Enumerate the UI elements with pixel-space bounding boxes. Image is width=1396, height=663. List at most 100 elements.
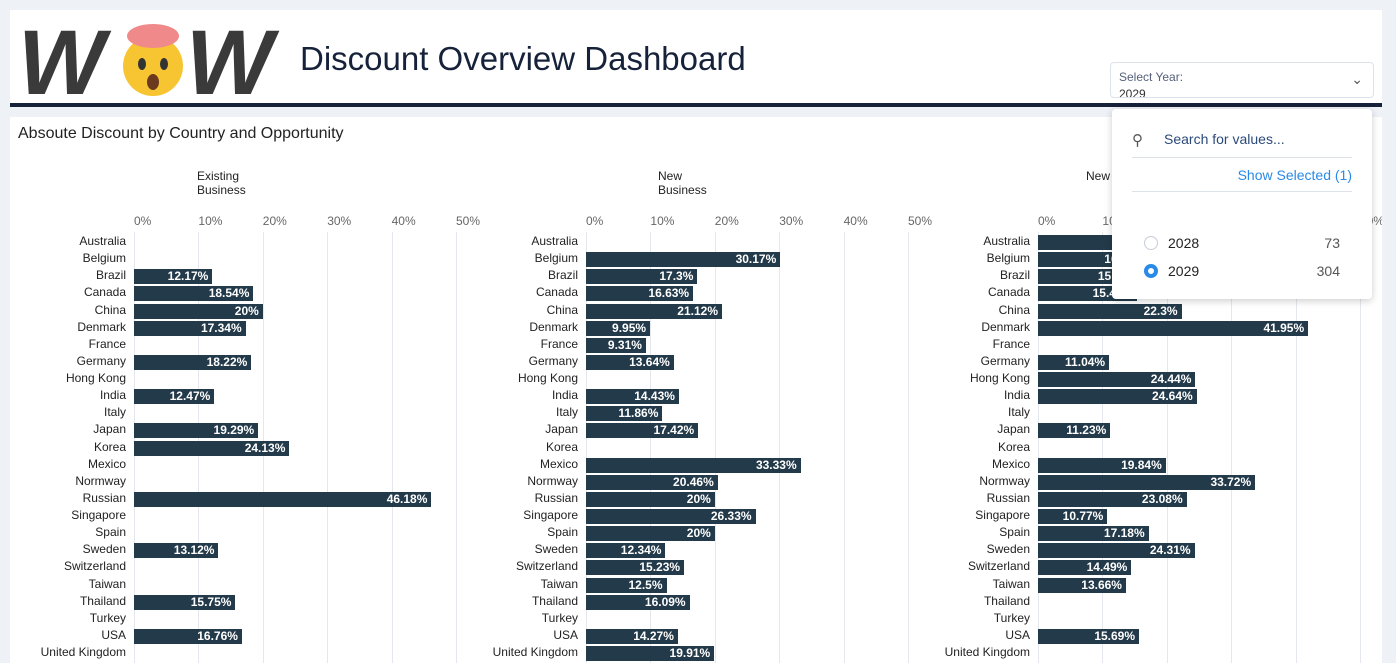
bar[interactable] <box>586 628 678 644</box>
category-label: Belgium <box>986 251 1030 266</box>
category-label: Denmark <box>981 319 1030 334</box>
bar[interactable] <box>134 628 242 644</box>
bar-value-label: 11.23% <box>1066 423 1107 438</box>
category-label: Hong Kong <box>969 371 1030 386</box>
bar-value-label: 17.3% <box>659 269 694 284</box>
bar[interactable] <box>134 491 432 507</box>
bar[interactable] <box>586 354 674 370</box>
category-label: France <box>88 336 126 351</box>
bar[interactable] <box>1038 303 1182 319</box>
bar[interactable] <box>586 286 694 302</box>
bar-value-label: 20% <box>234 303 259 318</box>
category-label: Italy <box>1007 405 1030 420</box>
category-label: Canada <box>535 285 578 300</box>
year-select-label: Select Year: <box>1119 70 1184 84</box>
bar[interactable] <box>586 526 715 542</box>
bar[interactable] <box>134 354 252 370</box>
x-tick-label: 40% <box>391 214 416 228</box>
gridline <box>908 232 909 663</box>
bar-value-label: 23.08% <box>1141 491 1183 506</box>
category-label: Normway <box>527 473 578 488</box>
bar-value-label: 15.23% <box>639 560 681 575</box>
bar-value-label: 12.47% <box>169 389 211 404</box>
bar[interactable] <box>586 406 663 422</box>
bar[interactable] <box>1038 526 1149 542</box>
bar[interactable] <box>586 269 698 285</box>
bar[interactable] <box>1038 560 1132 576</box>
option-count: 73 <box>1324 235 1340 251</box>
bar[interactable] <box>586 560 685 576</box>
bar[interactable] <box>134 440 290 456</box>
bar[interactable] <box>1038 389 1197 405</box>
bar[interactable] <box>134 303 263 319</box>
bar[interactable] <box>586 457 801 473</box>
bar-value-label: 24.13% <box>244 440 286 455</box>
gridline <box>714 232 716 663</box>
search-input[interactable]: Search for values... <box>1164 131 1285 147</box>
bar[interactable] <box>586 491 715 507</box>
panel-title: New Business <box>658 169 707 197</box>
bar[interactable] <box>586 303 722 319</box>
radio-2028[interactable] <box>1144 236 1158 250</box>
bar[interactable] <box>1038 269 1136 285</box>
bar[interactable] <box>1038 491 1187 507</box>
year-dropdown-popup: ⚲ Search for values... Show Selected (1)… <box>1112 109 1372 299</box>
option-label: 2029 <box>1168 263 1200 279</box>
bar[interactable] <box>134 286 254 302</box>
bar[interactable] <box>1038 509 1108 525</box>
year-select[interactable]: Select Year: 2029 ⌄ <box>1110 62 1374 98</box>
gridline <box>1231 232 1233 663</box>
bar[interactable] <box>1038 628 1140 644</box>
gridline <box>327 232 329 663</box>
bar-value-label: 18.22% <box>206 354 248 369</box>
bar-value-label: 33.33% <box>755 457 797 472</box>
bar[interactable] <box>134 594 236 610</box>
radio-2029[interactable] <box>1144 264 1158 278</box>
bar[interactable] <box>586 252 781 268</box>
bar[interactable] <box>134 543 219 559</box>
bar[interactable] <box>134 269 213 285</box>
bar-value-label: 9.95% <box>612 320 647 335</box>
bar-value-label: 20% <box>686 526 711 541</box>
bar[interactable] <box>586 594 690 610</box>
bar[interactable] <box>586 337 646 353</box>
bar[interactable] <box>134 389 215 405</box>
bar[interactable] <box>1038 423 1111 439</box>
bar[interactable] <box>586 423 699 439</box>
category-label: Brazil <box>547 268 578 283</box>
bar[interactable] <box>1038 474 1256 490</box>
bar-value-label: 10.77% <box>1062 509 1104 524</box>
bar-value-label: 14.27% <box>633 628 674 643</box>
bar[interactable] <box>1038 354 1110 370</box>
category-label: Spain <box>999 525 1030 540</box>
bar[interactable] <box>134 320 246 336</box>
category-label: China <box>546 302 578 317</box>
category-label: India <box>99 388 126 403</box>
search-box[interactable]: ⚲ Search for values... <box>1132 129 1352 158</box>
bar[interactable] <box>586 577 667 593</box>
show-selected-link[interactable]: Show Selected (1) <box>1237 167 1352 183</box>
category-label: Japan <box>997 422 1030 437</box>
svg-text:W: W <box>18 14 112 100</box>
bar[interactable] <box>586 646 715 662</box>
bar-value-label: 14.49% <box>1086 560 1128 575</box>
bar[interactable] <box>586 389 679 405</box>
bar[interactable] <box>134 423 259 439</box>
bar[interactable] <box>1038 577 1126 593</box>
bar[interactable] <box>1038 457 1166 473</box>
category-label: Germany <box>76 353 126 368</box>
option-2029[interactable]: 2029 304 <box>1144 263 1340 283</box>
bar-value-label: 17.42% <box>653 423 695 438</box>
bar[interactable] <box>586 509 756 525</box>
category-label: Thailand <box>531 593 578 608</box>
bar[interactable] <box>1038 543 1195 559</box>
bar[interactable] <box>586 320 651 336</box>
bar[interactable] <box>1038 320 1309 336</box>
bar[interactable] <box>586 543 666 559</box>
bar[interactable] <box>1038 372 1196 388</box>
bar-value-label: 13.66% <box>1081 577 1122 592</box>
gridline <box>779 232 781 663</box>
bar[interactable] <box>586 474 718 490</box>
bar-value-label: 20% <box>686 491 711 506</box>
option-2028[interactable]: 2028 73 <box>1144 235 1340 255</box>
